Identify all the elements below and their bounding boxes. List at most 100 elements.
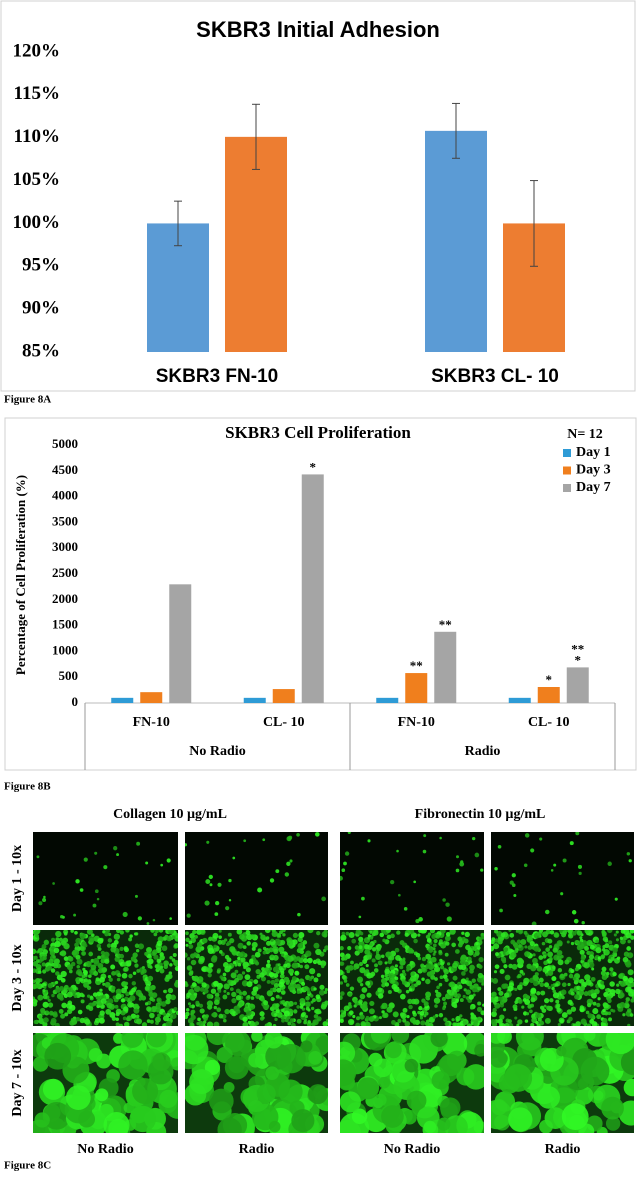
cell	[264, 1033, 283, 1049]
error-bar	[452, 102, 460, 159]
cell	[313, 977, 319, 983]
cell	[137, 943, 145, 950]
cell	[59, 986, 65, 991]
cell	[274, 938, 281, 945]
cell	[524, 1019, 529, 1023]
cell	[587, 1013, 593, 1019]
cell	[151, 992, 158, 998]
cell	[349, 986, 355, 991]
cell	[379, 932, 385, 938]
cell	[49, 950, 56, 956]
cell	[201, 982, 207, 988]
cell	[503, 1008, 507, 1012]
cell	[217, 989, 222, 993]
cell	[64, 1012, 69, 1017]
cell	[102, 982, 106, 986]
cell	[187, 1002, 192, 1006]
cell	[625, 997, 630, 1002]
cell	[226, 991, 230, 996]
cell	[43, 895, 46, 899]
cell	[619, 936, 624, 940]
cell	[429, 970, 435, 976]
cell	[352, 1014, 356, 1019]
cell	[321, 896, 326, 902]
cell	[586, 1023, 591, 1026]
cell	[307, 957, 313, 964]
y-tick-label: 105%	[13, 169, 61, 190]
cell	[296, 1018, 302, 1024]
micrograph	[185, 1033, 328, 1133]
cell	[530, 1022, 535, 1026]
cell	[281, 1008, 285, 1013]
cell	[206, 1000, 214, 1007]
cell	[281, 1000, 286, 1004]
cell	[499, 1000, 505, 1005]
cell	[302, 940, 308, 945]
cell	[141, 1022, 148, 1026]
cell	[422, 849, 427, 854]
cell	[480, 932, 484, 937]
cell	[156, 997, 162, 1003]
cell	[609, 967, 614, 972]
cell	[457, 936, 463, 942]
cell	[500, 932, 506, 938]
cell	[141, 995, 147, 1001]
cell	[524, 833, 530, 838]
cell	[191, 1009, 196, 1014]
cell	[358, 961, 364, 967]
cell	[275, 994, 280, 999]
cell	[403, 907, 408, 911]
cell	[280, 990, 286, 995]
cell	[350, 960, 354, 965]
bar	[537, 687, 560, 703]
cell	[186, 956, 191, 961]
cell	[76, 965, 81, 969]
cell	[262, 946, 267, 951]
cell	[433, 950, 437, 954]
cell	[33, 1019, 38, 1025]
cell	[300, 1040, 313, 1053]
cell	[604, 938, 609, 943]
cell	[437, 1117, 451, 1131]
cell	[429, 930, 436, 934]
cell	[122, 1016, 127, 1021]
cell	[34, 977, 41, 984]
cell	[459, 959, 466, 965]
cell	[292, 983, 298, 989]
cell	[419, 1016, 424, 1020]
bar	[405, 673, 428, 703]
cell	[189, 1004, 193, 1008]
cell	[390, 879, 395, 885]
cell	[612, 993, 616, 997]
y-tick-label: 4500	[52, 462, 78, 477]
cell	[299, 997, 306, 1004]
y-axis-label: Percentage of Cell Proliferation (%)	[13, 475, 28, 675]
cell	[276, 1011, 283, 1018]
cell	[289, 1018, 295, 1024]
cell	[245, 930, 251, 935]
cell	[66, 991, 73, 998]
cell	[577, 941, 584, 948]
cell	[445, 941, 450, 946]
cell	[67, 1008, 73, 1014]
cell	[579, 1005, 584, 1010]
cell	[425, 963, 432, 969]
cell	[465, 989, 471, 995]
cell	[283, 976, 290, 983]
cells	[494, 832, 632, 925]
cell	[129, 934, 133, 938]
cell	[323, 933, 328, 938]
cell	[243, 965, 247, 970]
cell	[492, 943, 500, 950]
cell	[186, 965, 193, 971]
cell	[114, 1004, 119, 1009]
cell	[367, 839, 371, 843]
cell	[261, 967, 266, 971]
cell	[323, 930, 328, 935]
cell	[540, 990, 546, 996]
cell	[111, 985, 116, 991]
cell	[52, 882, 55, 885]
cell	[53, 947, 60, 954]
cell	[93, 971, 99, 976]
cell	[568, 1016, 573, 1022]
